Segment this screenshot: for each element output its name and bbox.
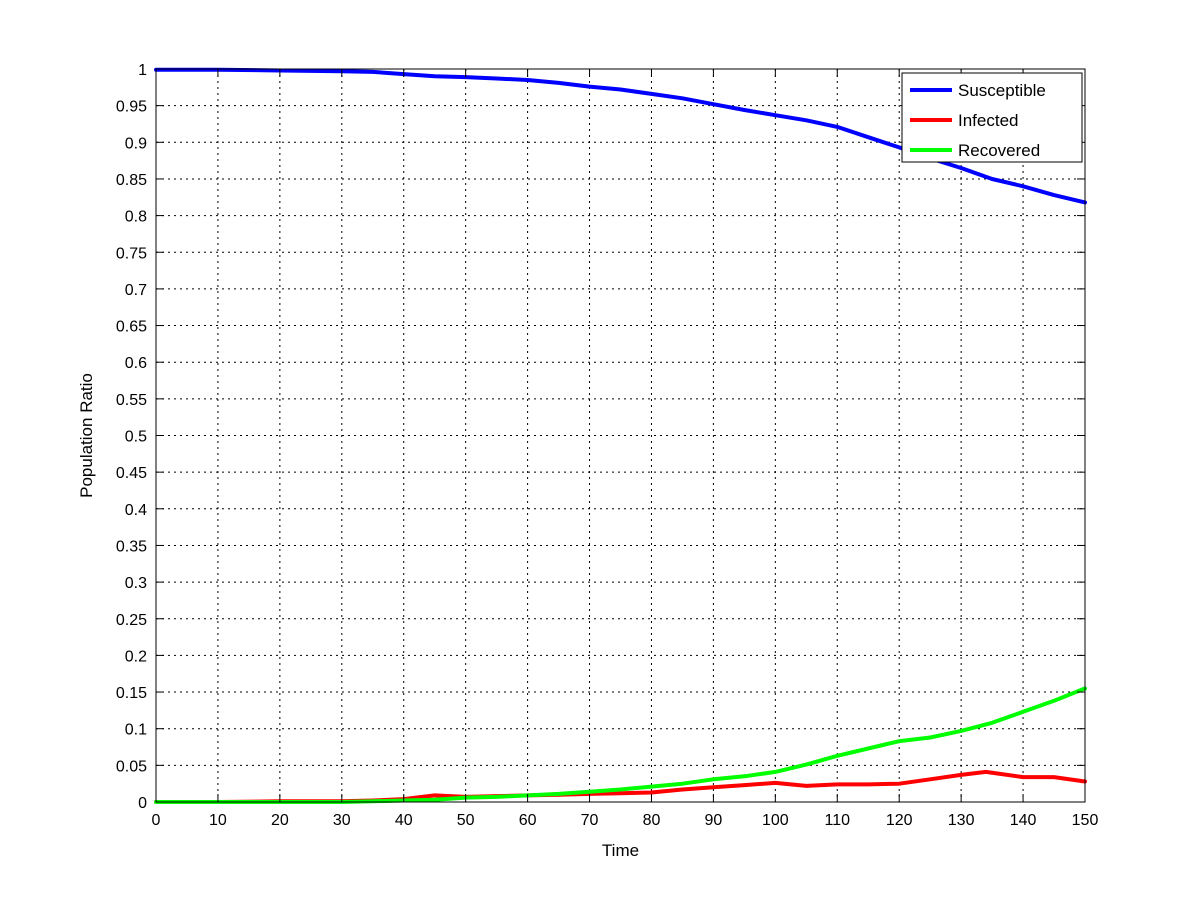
y-tick-label: 0 [138, 795, 147, 812]
x-tick-label: 40 [395, 812, 413, 829]
x-tick-labels: 0 10 20 30 40 50 60 70 80 90 100 110 120 130 140 150 [152, 812, 1099, 829]
legend-label-infected: Infected [958, 111, 1019, 130]
series-line-susceptible [154, 67, 1087, 205]
x-tick-label: 110 [825, 812, 851, 829]
y-tick-label: 0.25 [116, 612, 147, 629]
x-tick-label: 50 [457, 812, 475, 829]
x-tick-label: 60 [519, 812, 537, 829]
y-tick-label: 0.95 [116, 99, 147, 116]
y-tick-label: 0.7 [125, 282, 147, 299]
y-tick-label: 0.8 [125, 209, 147, 226]
x-tick-label: 100 [762, 812, 789, 829]
y-tick-labels: 0 0.05 0.1 0.15 0.2 0.25 0.3 0.35 0.4 0.45 0.5 0.55… [116, 62, 147, 812]
legend: Susceptible Infected Recovered [901, 72, 1083, 163]
y-tick-label: 0.1 [125, 722, 147, 739]
y-tick-label: 0.05 [116, 758, 147, 775]
legend-box [901, 72, 1083, 163]
legend-label-recovered: Recovered [958, 141, 1040, 160]
legend-label-susceptible: Susceptible [958, 81, 1046, 100]
y-axis-title: Population Ratio [77, 373, 96, 498]
y-tick-label: 0.65 [116, 319, 147, 336]
x-axis-title: Time [602, 841, 639, 860]
x-tick-label: 120 [886, 812, 913, 829]
y-tick-label: 0.6 [125, 355, 147, 372]
x-tick-label: 130 [948, 812, 975, 829]
y-tick-label: 0.9 [125, 135, 147, 152]
y-tick-label: 0.2 [125, 648, 147, 665]
x-tick-label: 80 [643, 812, 661, 829]
y-tick-label: 0.35 [116, 538, 147, 555]
series-lines [154, 67, 1087, 804]
y-tick-label: 0.3 [125, 575, 147, 592]
y-tick-label: 0.4 [125, 502, 147, 519]
y-tick-label: 0.55 [116, 392, 147, 409]
y-tick-label: 0.5 [125, 429, 147, 446]
y-tick-label: 0.15 [116, 685, 147, 702]
x-tick-label: 10 [209, 812, 227, 829]
x-tick-label: 30 [333, 812, 351, 829]
x-tick-label: 70 [581, 812, 599, 829]
x-tick-label: 20 [271, 812, 289, 829]
y-tick-label: 1 [138, 62, 147, 79]
x-tick-label: 90 [705, 812, 723, 829]
series-line-recovered [154, 686, 1087, 804]
axis-ticks [155, 68, 1086, 803]
x-tick-label: 0 [152, 812, 161, 829]
y-tick-label: 0.75 [116, 245, 147, 262]
x-tick-label: 150 [1072, 812, 1099, 829]
y-tick-label: 0.45 [116, 465, 147, 482]
y-tick-label: 0.85 [116, 172, 147, 189]
x-tick-label: 140 [1010, 812, 1037, 829]
